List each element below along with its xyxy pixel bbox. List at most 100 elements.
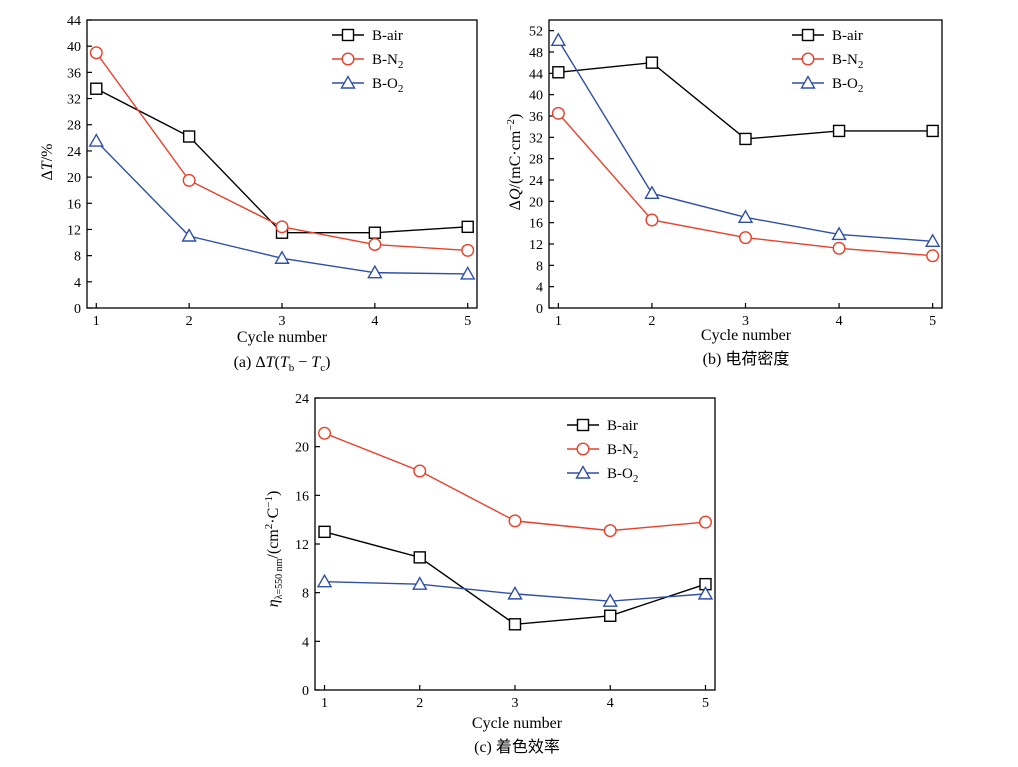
panel-c-point-n2 xyxy=(603,524,617,538)
panel-b-point-air xyxy=(832,124,846,138)
panel-a-point-air xyxy=(182,130,196,143)
panel-b-ytick-label: 32 xyxy=(529,131,543,146)
panel-a-ytick-label: 8 xyxy=(74,250,81,265)
panel-b-ylabel: ΔQ/(mC·cm−2) xyxy=(505,114,524,211)
panel-c-xlabel: Cycle number xyxy=(472,715,563,732)
panel-c-point-o2 xyxy=(412,576,428,590)
panel-b-xtick-label: 2 xyxy=(648,314,655,329)
panel-c-ytick-label: 20 xyxy=(295,441,309,456)
panel-b-point-o2 xyxy=(924,233,941,248)
panel-b-point-n2 xyxy=(645,213,659,227)
panel-b-caption: (b) 电荷密度 xyxy=(703,350,790,368)
panel-c-point-o2 xyxy=(507,585,523,600)
panel-b-legend: B-air B-N2 B-O2 xyxy=(792,28,863,95)
panel-c-point-o2 xyxy=(697,585,714,600)
panel-c-ytick-label: 16 xyxy=(295,489,309,504)
panel-b-plot-frame xyxy=(548,19,943,309)
panel-a-point-air xyxy=(90,82,103,95)
panel-c-point-o2 xyxy=(316,573,333,588)
panel-b-ytick-label: 40 xyxy=(529,89,543,104)
panel-b-legend-marker-o2 xyxy=(800,75,816,89)
panel-b-point-n2 xyxy=(739,231,753,245)
panel-b-ytick-label: 8 xyxy=(536,259,543,274)
panel-a-legend-marker-air xyxy=(341,28,355,42)
panel-b-point-n2 xyxy=(832,241,846,255)
panel-a-ytick-label: 12 xyxy=(67,223,81,238)
panel-a-xtick-label: 4 xyxy=(371,314,378,329)
panel-b-legend-label-o2: B-O2 xyxy=(832,76,863,95)
panel-b-point-air xyxy=(739,132,752,146)
panel-a-ylabel: ΔT/% xyxy=(39,144,56,181)
panel-a-xtick-label: 5 xyxy=(464,314,471,329)
panel-c-point-n2 xyxy=(413,464,427,478)
panel-b-xtick-label: 1 xyxy=(555,314,562,329)
panel-c-ylabel: ηλ=550 nm/(cm2·C−1) xyxy=(263,491,285,608)
panel-c-point-n2 xyxy=(318,426,332,440)
panel-c-ytick-label: 24 xyxy=(295,392,309,407)
panel-a-legend-marker-n2 xyxy=(341,52,355,66)
panel-b-point-air xyxy=(552,66,565,79)
panel-b-ytick-label: 24 xyxy=(529,174,543,189)
panel-b-xlabel: Cycle number xyxy=(701,327,792,344)
panel-c-legend-label-n2: B-N2 xyxy=(607,442,638,461)
panel-b-ytick-label: 12 xyxy=(529,238,543,253)
panel-c-plot-frame xyxy=(314,397,716,691)
panel-c-legend-marker-n2 xyxy=(576,442,590,456)
panel-c-point-air xyxy=(413,551,426,564)
panel-b-ytick-label: 0 xyxy=(536,302,543,317)
panel-a-ytick-label: 40 xyxy=(67,40,81,55)
panel-b-series-line-air xyxy=(558,61,933,140)
panel-a-point-o2 xyxy=(367,264,383,279)
panel-b-point-n2 xyxy=(926,249,940,263)
panel-a-plot-frame xyxy=(86,19,478,309)
panel-c-legend-marker-air xyxy=(576,418,590,432)
panel-a-point-n2 xyxy=(368,238,382,252)
panel-a-point-n2 xyxy=(275,220,289,234)
panel-a-caption: (a) ΔT(Tb − Tc) xyxy=(234,354,331,374)
panel-a-ytick-label: 44 xyxy=(67,14,81,29)
panel-b-point-o2 xyxy=(550,32,567,46)
panel-b-legend-label-air: B-air xyxy=(832,28,863,44)
panel-c-ytick-label: 8 xyxy=(302,587,309,602)
panel-a-legend: B-air B-N2 B-O2 xyxy=(332,28,403,95)
panel-c-point-air xyxy=(604,609,617,622)
panel-b-ytick-label: 16 xyxy=(529,217,543,232)
panel-b-point-o2 xyxy=(737,209,754,224)
panel-a-point-o2 xyxy=(460,266,476,280)
panel-a-legend-label-n2: B-N2 xyxy=(372,52,403,71)
panel-c-caption: (c) 着色效率 xyxy=(474,738,560,756)
panel-c-point-o2 xyxy=(602,593,618,607)
panel-a-ytick-label: 36 xyxy=(67,66,81,81)
panel-c-ytick-label: 12 xyxy=(295,538,309,553)
panel-a-legend-label-o2: B-O2 xyxy=(372,76,403,95)
panel-a-xtick-label: 1 xyxy=(93,314,100,329)
panel-b-ytick-label: 28 xyxy=(529,153,543,168)
panel-b-ytick-label: 48 xyxy=(529,46,543,61)
panel-b-legend-marker-n2 xyxy=(801,52,815,66)
panel-c-xtick-label: 1 xyxy=(321,696,328,711)
panel-b-ytick-label: 4 xyxy=(536,281,543,296)
panel-c: ηλ=550 nm/(cm2·C−1) Cycle number (c) 着色效… xyxy=(263,392,716,756)
panel-c-legend-marker-o2 xyxy=(575,465,591,479)
panel-b-point-air xyxy=(645,56,659,69)
panel-a-ytick-label: 16 xyxy=(67,197,81,212)
panel-c-point-n2 xyxy=(508,514,522,528)
panel-b-legend-label-n2: B-N2 xyxy=(832,52,863,71)
panel-c-xtick-label: 2 xyxy=(416,696,423,711)
panel-b-ytick-label: 44 xyxy=(529,67,543,82)
panel-c-legend-label-air: B-air xyxy=(607,418,638,434)
panel-a-legend-label-air: B-air xyxy=(372,28,403,44)
panel-a-ytick-label: 32 xyxy=(67,93,81,108)
panel-b-ytick-label: 36 xyxy=(529,110,543,125)
panel-b-point-n2 xyxy=(551,106,565,120)
panel-a-point-o2 xyxy=(88,133,104,147)
panel-a-point-n2 xyxy=(182,173,196,187)
panel-c-point-air xyxy=(508,618,522,631)
panel-b-point-o2 xyxy=(644,185,660,200)
panel-a-series-line-air xyxy=(95,88,468,234)
panel-b-point-o2 xyxy=(831,226,847,241)
panel-b-legend-marker-air xyxy=(801,28,815,42)
panel-c-ytick-label: 0 xyxy=(302,684,309,699)
panel-a-ytick-label: 4 xyxy=(74,276,81,291)
